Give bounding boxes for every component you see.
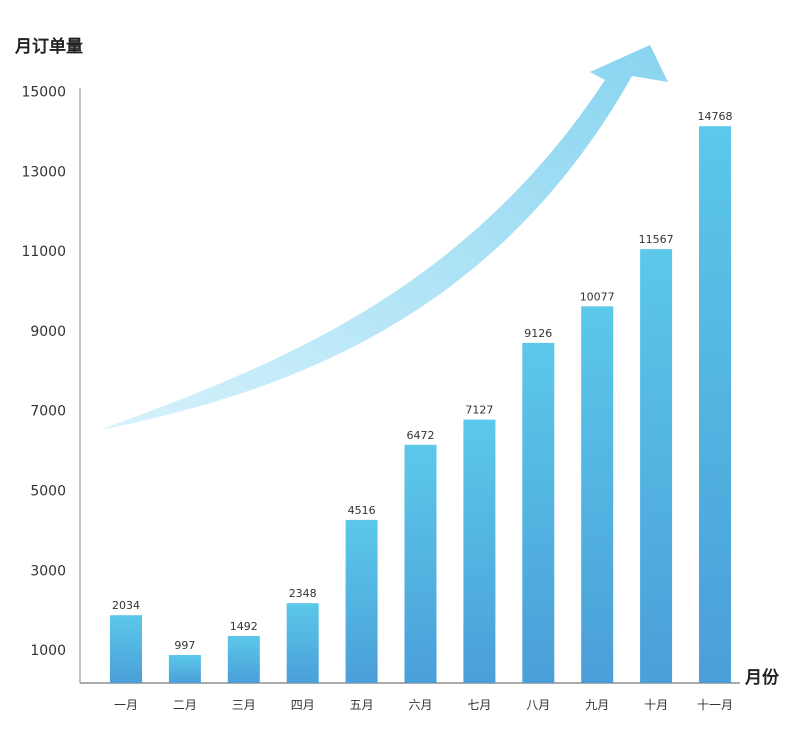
y-tick-label: 3000 — [30, 563, 66, 579]
bar-一月 — [110, 615, 142, 683]
x-tick-label: 五月 — [350, 698, 374, 712]
x-tick-label: 七月 — [467, 698, 491, 712]
x-tick-label: 四月 — [291, 698, 315, 712]
bar-四月 — [286, 603, 319, 683]
data-label: 14768 — [698, 110, 733, 123]
x-tick-label: 六月 — [408, 698, 432, 712]
y-tick-label: 7000 — [30, 404, 66, 420]
x-tick-label: 十月 — [644, 698, 668, 712]
y-axis-title: 月订单量 — [14, 36, 83, 57]
bar-二月 — [168, 655, 201, 683]
x-tick-label: 三月 — [232, 698, 256, 712]
data-label: 2348 — [289, 587, 317, 600]
data-label: 2034 — [112, 599, 140, 612]
bar-五月 — [345, 519, 378, 683]
data-label: 4516 — [348, 504, 376, 517]
bar-十一月 — [699, 126, 731, 683]
data-label: 7127 — [465, 404, 493, 417]
data-label: 11567 — [639, 233, 674, 246]
x-tick-label: 一月 — [114, 698, 138, 712]
data-label: 9126 — [524, 327, 552, 340]
x-tick-label: 二月 — [173, 698, 197, 712]
y-tick-label: 5000 — [30, 484, 66, 500]
bar-九月 — [581, 306, 614, 683]
bar-六月 — [404, 444, 437, 683]
bar-三月 — [227, 636, 260, 683]
data-label: 1492 — [230, 620, 258, 633]
x-axis-title: 月份 — [744, 667, 780, 688]
x-tick-label: 九月 — [585, 698, 609, 712]
data-label: 6472 — [407, 429, 435, 442]
y-tick-label: 13000 — [21, 164, 66, 180]
bar-八月 — [522, 342, 555, 683]
bar-七月 — [463, 419, 496, 683]
data-label: 10077 — [580, 290, 615, 303]
bar-十月 — [640, 249, 673, 683]
y-tick-label: 11000 — [21, 244, 66, 260]
y-tick-label: 1000 — [30, 643, 66, 659]
data-label: 997 — [174, 639, 195, 652]
x-tick-label: 十一月 — [697, 698, 733, 712]
trend-arrow-icon — [100, 45, 668, 430]
y-tick-label: 9000 — [30, 324, 66, 340]
x-tick-label: 八月 — [526, 698, 550, 712]
y-tick-label: 15000 — [21, 85, 66, 101]
